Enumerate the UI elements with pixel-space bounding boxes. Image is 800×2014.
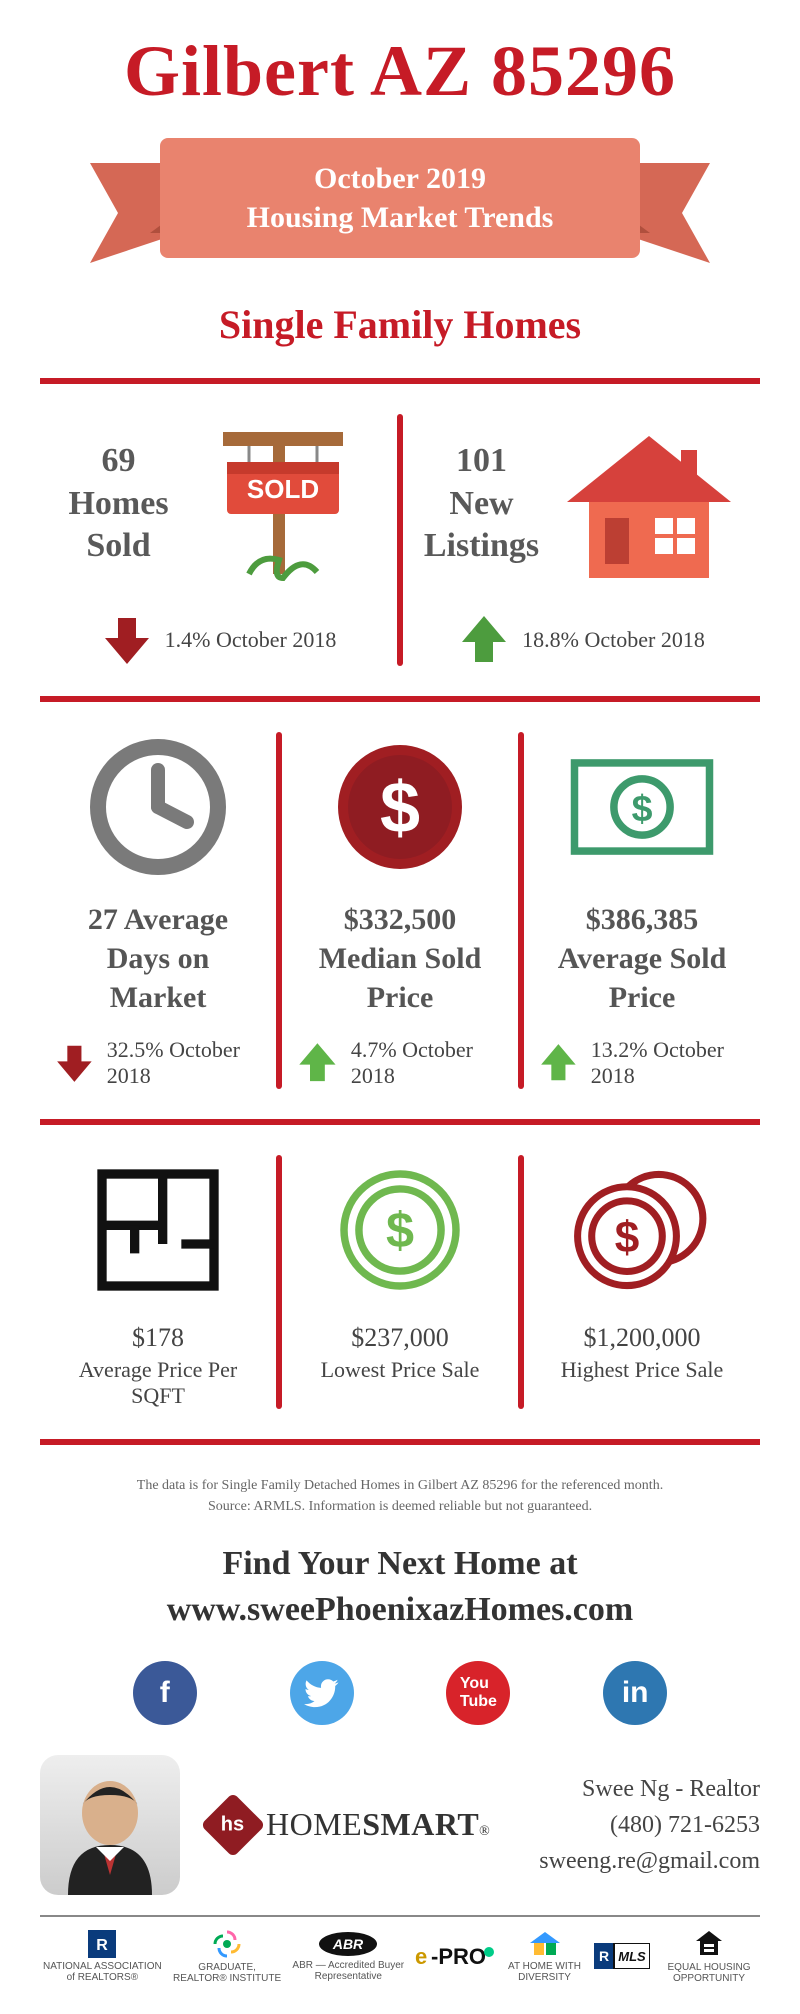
median-price-cell: $ $332,500 Median Sold Price 4.7% Octobe… (282, 732, 518, 1089)
homesmart-logo-icon: hs (200, 1792, 265, 1857)
dom-heading: 27 Average Days on Market (88, 900, 228, 1017)
highest-price-value: $1,200,000 (584, 1323, 701, 1353)
infographic-page: Gilbert AZ 85296 October 2019 Housing Ma… (0, 0, 800, 2014)
lowest-price-label: Lowest Price Sale (321, 1357, 480, 1383)
svg-text:$: $ (615, 1213, 640, 1262)
homes-sold-label: 69 Homes Sold (68, 440, 168, 568)
arrow-up-icon (296, 1039, 339, 1087)
section1-row: 69 Homes Sold SOLD (40, 414, 760, 666)
svg-text:R: R (97, 1937, 109, 1954)
price-sqft-cell: $178 Average Price Per SQFT (40, 1155, 276, 1409)
new-listings-label: 101 New Listings (424, 440, 539, 568)
highest-price-label: Highest Price Sale (561, 1357, 724, 1383)
coin-red-icon: $ (325, 732, 475, 882)
cta-text: Find Your Next Home at www.sweePhoenixaz… (40, 1541, 760, 1633)
lowest-price-value: $237,000 (351, 1323, 449, 1353)
ribbon-body: October 2019 Housing Market Trends (160, 138, 640, 258)
main-title: Gilbert AZ 85296 (40, 30, 760, 113)
disclaimer-text: The data is for Single Family Detached H… (40, 1475, 760, 1517)
floorplan-icon (83, 1155, 233, 1305)
twitter-icon[interactable] (290, 1661, 354, 1725)
linkedin-icon[interactable]: in (603, 1661, 667, 1725)
avg-heading: $386,385 Average Sold Price (558, 900, 727, 1017)
contact-info: Swee Ng - Realtor (480) 721-6253 sweeng.… (539, 1771, 760, 1879)
coin-outline-red-icon: $ (567, 1155, 717, 1305)
cert-diversity-icon: AT HOME WITH DIVERSITY (503, 1930, 586, 1983)
svg-text:$: $ (632, 787, 653, 829)
section3-row: $178 Average Price Per SQFT $ $237,000 L… (40, 1155, 760, 1409)
youtube-icon[interactable]: YouTube (446, 1661, 510, 1725)
svg-text:$: $ (380, 768, 420, 848)
ribbon-line2: Housing Market Trends (247, 198, 554, 237)
cert-mls-icon: R MLS (594, 1943, 650, 1969)
cert-eho-icon: EQUAL HOUSING OPPORTUNITY (658, 1929, 760, 1984)
new-listings-cell: 101 New Listings (403, 414, 760, 666)
lowest-price-cell: $ $237,000 Lowest Price Sale (282, 1155, 518, 1409)
ribbon-banner: October 2019 Housing Market Trends (90, 123, 710, 283)
cert-gri-icon: GRADUATE, REALTOR® INSTITUTE (173, 1929, 282, 1984)
svg-text:ABR: ABR (332, 1936, 364, 1952)
brand-name: HOMESMART® (266, 1806, 490, 1843)
days-on-market-cell: 27 Average Days on Market 32.5% October … (40, 732, 276, 1089)
svg-text:SOLD: SOLD (246, 474, 318, 504)
clock-icon (83, 732, 233, 882)
svg-text:MLS: MLS (618, 1949, 646, 1964)
divider-icon (40, 1119, 760, 1125)
section2-row: 27 Average Days on Market 32.5% October … (40, 732, 760, 1089)
dollar-bill-icon: $ (567, 732, 717, 882)
house-icon (559, 414, 739, 594)
divider-icon (40, 378, 760, 384)
svg-text:$: $ (386, 1202, 414, 1259)
subtitle: Single Family Homes (40, 301, 760, 348)
median-heading: $332,500 Median Sold Price (319, 900, 482, 1017)
arrow-down-icon (101, 614, 153, 666)
ribbon-line1: October 2019 (314, 159, 486, 198)
sold-sign-icon: SOLD (189, 414, 369, 594)
avg-price-cell: $ $386,385 Average Sold Price 13.2% Octo… (524, 732, 760, 1089)
cert-abr-icon: ABR ABR — Accredited Buyer Representativ… (290, 1931, 407, 1982)
divider-icon (40, 1439, 760, 1445)
coin-outline-green-icon: $ (325, 1155, 475, 1305)
highest-price-cell: $ $1,200,000 Highest Price Sale (524, 1155, 760, 1409)
realtor-photo (40, 1755, 180, 1895)
facebook-icon[interactable]: f (133, 1661, 197, 1725)
price-sqft-value: $178 (132, 1323, 184, 1353)
contact-row: hs HOMESMART® Swee Ng - Realtor (480) 72… (40, 1755, 760, 1895)
svg-text:-PRO: -PRO (431, 1944, 486, 1969)
svg-text:e: e (415, 1944, 427, 1969)
cert-epro-icon: e-PRO (415, 1942, 495, 1970)
arrow-down-icon (54, 1039, 95, 1087)
price-sqft-label: Average Price Per SQFT (54, 1357, 262, 1409)
cert-divider (40, 1915, 760, 1917)
arrow-up-icon (458, 614, 510, 666)
new-listings-trend: 18.8% October 2018 (458, 614, 705, 666)
social-row: f YouTube in (40, 1661, 760, 1725)
cert-nar-icon: R NATIONAL ASSOCIATION of REALTORS® (40, 1930, 165, 1983)
homes-sold-trend: 1.4% October 2018 (101, 614, 337, 666)
homes-sold-cell: 69 Homes Sold SOLD (40, 414, 397, 666)
divider-icon (40, 696, 760, 702)
arrow-up-icon (538, 1039, 579, 1087)
svg-text:R: R (599, 1948, 609, 1964)
certifications-row: R NATIONAL ASSOCIATION of REALTORS® GRAD… (40, 1929, 760, 1984)
brand-logo-block: hs HOMESMART® (210, 1802, 490, 1848)
